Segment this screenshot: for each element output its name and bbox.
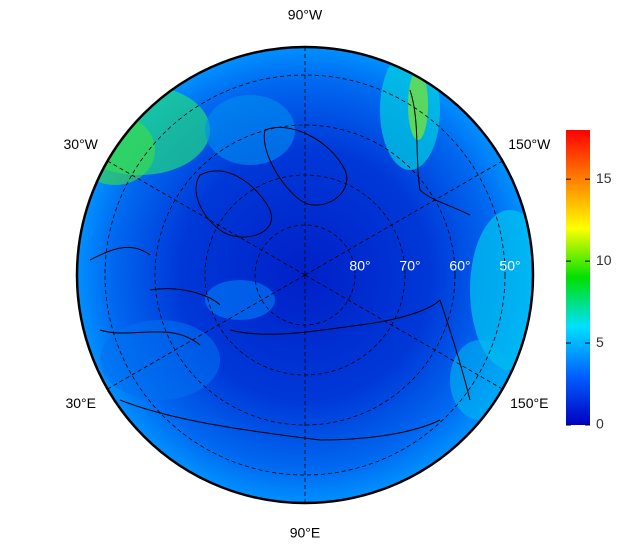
longitude-label: 30°E: [65, 395, 96, 411]
colorbar-tick-label: 10: [596, 252, 612, 268]
map-border: [75, 45, 535, 505]
longitude-label: 150°E: [510, 395, 548, 411]
field-patch: [205, 280, 275, 320]
graticule-labels: 80° 70° 60° 50° 90°W 30°W 150°W 30°E 150°E 90°E: [64, 7, 552, 541]
latitude-circle: [154, 124, 456, 426]
field-patch: [100, 320, 220, 400]
meridian-line: [304, 160, 503, 276]
colorbar-tick-label: 15: [596, 170, 612, 186]
field-patch: [408, 70, 428, 140]
longitude-label: 30°W: [64, 136, 99, 152]
longitude-label: 90°E: [290, 525, 321, 541]
graticule: [104, 47, 506, 503]
colorbar-tick-label: 0: [596, 416, 604, 432]
field-patch: [205, 95, 295, 165]
latitude-label: 60°: [449, 258, 470, 274]
colorbar-tick-label: 5: [596, 334, 604, 350]
longitude-label: 90°W: [288, 7, 323, 23]
longitude-label: 150°W: [508, 136, 551, 152]
coastline: [89, 89, 471, 441]
meridian-line: [107, 160, 306, 276]
field-patch: [450, 340, 510, 420]
latitude-label: 80°: [349, 258, 370, 274]
colorbar-scale: [566, 130, 590, 425]
latitude-label: 50°: [499, 258, 520, 274]
meridian-line: [107, 274, 306, 390]
latitude-circle: [104, 74, 506, 476]
latitude-label: 70°: [399, 258, 420, 274]
colorbar: 0 5 10 15: [566, 130, 612, 432]
meridian-line: [304, 274, 503, 390]
